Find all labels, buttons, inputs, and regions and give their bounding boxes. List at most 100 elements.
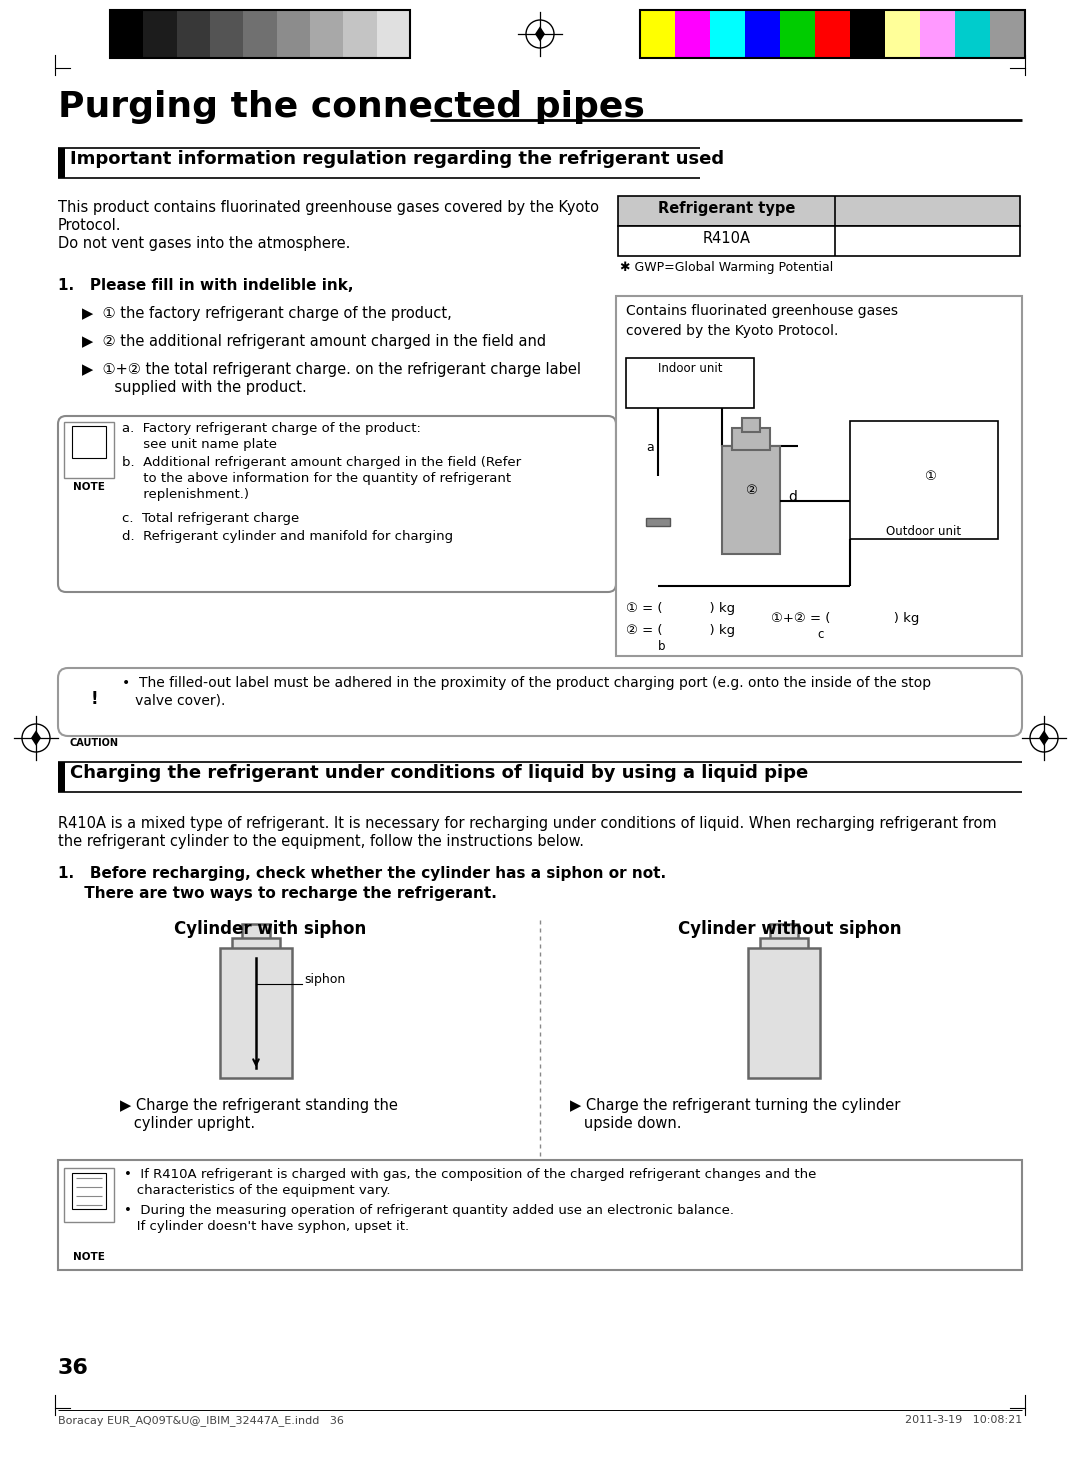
Text: upside down.: upside down. bbox=[570, 1116, 681, 1131]
Text: ② = (: ② = ( bbox=[626, 624, 662, 638]
Text: b.  Additional refrigerant amount charged in the field (Refer: b. Additional refrigerant amount charged… bbox=[122, 456, 522, 469]
Text: This product contains fluorinated greenhouse gases covered by the Kyoto: This product contains fluorinated greenh… bbox=[58, 201, 599, 215]
Text: Boracay EUR_AQ09T&U@_IBIM_32447A_E.indd   36: Boracay EUR_AQ09T&U@_IBIM_32447A_E.indd … bbox=[58, 1415, 343, 1426]
Bar bbox=[58, 148, 65, 179]
Bar bbox=[640, 10, 675, 58]
Text: to the above information for the quantity of refrigerant: to the above information for the quantit… bbox=[122, 472, 511, 486]
Text: the refrigerant cylinder to the equipment, follow the instructions below.: the refrigerant cylinder to the equipmen… bbox=[58, 834, 584, 849]
Text: b: b bbox=[658, 641, 665, 652]
Bar bbox=[64, 1168, 114, 1222]
Text: Contains fluorinated greenhouse gases
covered by the Kyoto Protocol.: Contains fluorinated greenhouse gases co… bbox=[626, 304, 897, 338]
Bar bbox=[210, 10, 243, 58]
Text: see unit name plate: see unit name plate bbox=[122, 438, 276, 452]
Text: ②: ② bbox=[745, 484, 757, 497]
Text: d: d bbox=[788, 490, 797, 503]
Text: •  The filled-out label must be adhered in the proximity of the product charging: • The filled-out label must be adhered i… bbox=[122, 676, 931, 689]
Bar bbox=[232, 939, 280, 953]
Text: siphon: siphon bbox=[303, 973, 346, 986]
Text: NOTE: NOTE bbox=[73, 1252, 105, 1262]
Text: Indoor unit: Indoor unit bbox=[658, 362, 723, 375]
Bar bbox=[885, 10, 920, 58]
Bar bbox=[640, 10, 1025, 58]
Text: R410A is a mixed type of refrigerant. It is necessary for recharging under condi: R410A is a mixed type of refrigerant. It… bbox=[58, 816, 997, 831]
Bar bbox=[780, 10, 815, 58]
Text: •  During the measuring operation of refrigerant quantity added use an electroni: • During the measuring operation of refr… bbox=[124, 1204, 734, 1218]
Bar bbox=[377, 10, 410, 58]
Bar bbox=[64, 422, 114, 478]
Bar bbox=[343, 10, 377, 58]
Text: ① = (: ① = ( bbox=[626, 602, 662, 615]
Bar bbox=[72, 427, 106, 458]
Text: Protocol.: Protocol. bbox=[58, 218, 121, 233]
Bar bbox=[723, 446, 780, 554]
Bar bbox=[815, 10, 850, 58]
Bar bbox=[742, 418, 760, 432]
Text: c: c bbox=[818, 627, 824, 641]
Bar bbox=[748, 948, 820, 1077]
Text: ✱ GWP=Global Warming Potential: ✱ GWP=Global Warming Potential bbox=[620, 261, 834, 275]
Circle shape bbox=[738, 477, 764, 503]
Text: characteristics of the equipment vary.: characteristics of the equipment vary. bbox=[124, 1184, 391, 1197]
Bar bbox=[110, 10, 144, 58]
Bar bbox=[646, 518, 670, 525]
Bar bbox=[760, 939, 808, 953]
Bar bbox=[243, 10, 276, 58]
Bar bbox=[616, 297, 1022, 655]
Bar bbox=[745, 10, 780, 58]
Text: cylinder upright.: cylinder upright. bbox=[120, 1116, 255, 1131]
Text: !: ! bbox=[91, 689, 98, 708]
Text: If cylinder doesn't have syphon, upset it.: If cylinder doesn't have syphon, upset i… bbox=[124, 1221, 409, 1232]
FancyBboxPatch shape bbox=[58, 669, 1022, 737]
Text: a.  Factory refrigerant charge of the product:: a. Factory refrigerant charge of the pro… bbox=[122, 422, 421, 435]
Text: CAUTION: CAUTION bbox=[69, 738, 119, 748]
Text: 1.   Before recharging, check whether the cylinder has a siphon or not.: 1. Before recharging, check whether the … bbox=[58, 866, 666, 881]
Text: Important information regulation regarding the refrigerant used: Important information regulation regardi… bbox=[70, 151, 724, 168]
Text: replenishment.): replenishment.) bbox=[122, 489, 249, 500]
Bar bbox=[732, 428, 770, 450]
Text: 2011-3-19   10:08:21: 2011-3-19 10:08:21 bbox=[905, 1415, 1022, 1424]
Circle shape bbox=[917, 463, 943, 489]
Bar bbox=[675, 10, 710, 58]
Bar bbox=[72, 1173, 106, 1209]
Text: ①+② = (: ①+② = ( bbox=[771, 613, 831, 624]
Text: ▶  ①+② the total refrigerant charge. on the refrigerant charge label: ▶ ①+② the total refrigerant charge. on t… bbox=[82, 362, 581, 376]
Bar bbox=[242, 924, 270, 940]
Bar bbox=[770, 924, 798, 940]
Text: supplied with the product.: supplied with the product. bbox=[82, 379, 307, 396]
Text: ) kg: ) kg bbox=[684, 602, 735, 615]
Bar bbox=[626, 359, 754, 407]
Text: a: a bbox=[646, 441, 653, 455]
Text: Do not vent gases into the atmosphere.: Do not vent gases into the atmosphere. bbox=[58, 236, 350, 251]
Text: ▶  ① the factory refrigerant charge of the product,: ▶ ① the factory refrigerant charge of th… bbox=[82, 306, 451, 320]
Text: There are two ways to recharge the refrigerant.: There are two ways to recharge the refri… bbox=[58, 886, 497, 900]
Polygon shape bbox=[1039, 731, 1049, 745]
Bar bbox=[850, 421, 998, 539]
Text: NOTE: NOTE bbox=[73, 483, 105, 492]
Bar bbox=[618, 226, 1020, 255]
Bar bbox=[710, 10, 745, 58]
Bar bbox=[110, 10, 410, 58]
Text: 1.   Please fill in with indelible ink,: 1. Please fill in with indelible ink, bbox=[58, 277, 353, 294]
Text: R410A: R410A bbox=[702, 232, 751, 246]
Text: d.  Refrigerant cylinder and manifold for charging: d. Refrigerant cylinder and manifold for… bbox=[122, 530, 454, 543]
Bar bbox=[850, 10, 885, 58]
Text: Cylinder without siphon: Cylinder without siphon bbox=[678, 920, 902, 939]
Bar bbox=[990, 10, 1025, 58]
Bar bbox=[220, 948, 292, 1077]
Bar bbox=[144, 10, 177, 58]
Text: Cylinder with siphon: Cylinder with siphon bbox=[174, 920, 366, 939]
Bar bbox=[955, 10, 990, 58]
Text: ▶ Charge the refrigerant turning the cylinder: ▶ Charge the refrigerant turning the cyl… bbox=[570, 1098, 901, 1113]
Text: ) kg: ) kg bbox=[684, 624, 735, 638]
Bar bbox=[618, 196, 1020, 226]
Polygon shape bbox=[535, 27, 545, 41]
Bar bbox=[276, 10, 310, 58]
Text: ▶  ② the additional refrigerant amount charged in the field and: ▶ ② the additional refrigerant amount ch… bbox=[82, 334, 546, 348]
Bar bbox=[920, 10, 955, 58]
Text: c.  Total refrigerant charge: c. Total refrigerant charge bbox=[122, 512, 299, 525]
Text: ) kg: ) kg bbox=[864, 613, 919, 624]
Text: Charging the refrigerant under conditions of liquid by using a liquid pipe: Charging the refrigerant under condition… bbox=[70, 765, 808, 782]
Polygon shape bbox=[31, 731, 41, 745]
Text: ①: ① bbox=[924, 469, 936, 483]
Text: Refrigerant type: Refrigerant type bbox=[658, 201, 795, 215]
